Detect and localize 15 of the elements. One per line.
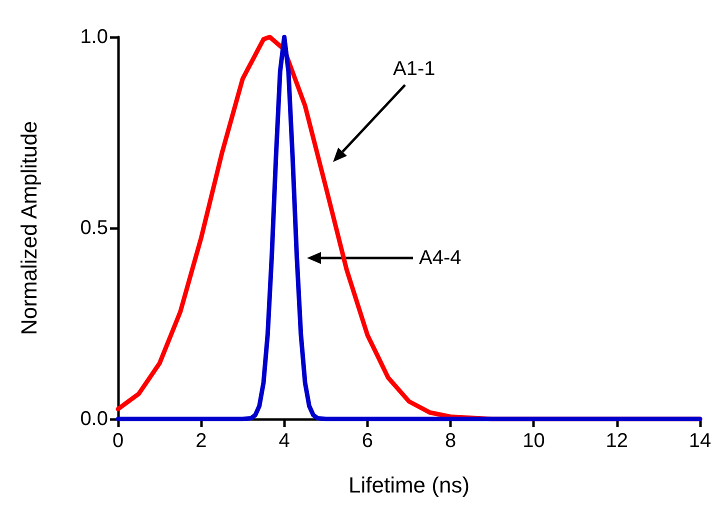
x-tick-label: 14	[688, 430, 712, 452]
x-tick-label: 12	[606, 430, 628, 452]
x-tick-label: 10	[522, 430, 545, 452]
x-tick-label: 8	[445, 430, 456, 452]
y-axis-title: Normalized Amplitude	[16, 121, 42, 335]
y-tick-label: 1.0	[80, 26, 108, 48]
annotation: A1-1	[393, 58, 436, 80]
x-axis-title: Lifetime (ns)	[348, 472, 470, 498]
y-tick-label: 0.5	[80, 217, 108, 239]
y-tick-label: 0.0	[80, 408, 108, 430]
x-tick-label: 2	[196, 430, 207, 452]
x-tick-label: 4	[278, 430, 290, 452]
x-tick-label: 0	[112, 430, 124, 452]
annotation: A4-4	[419, 247, 462, 269]
x-tick-label: 6	[362, 430, 373, 452]
